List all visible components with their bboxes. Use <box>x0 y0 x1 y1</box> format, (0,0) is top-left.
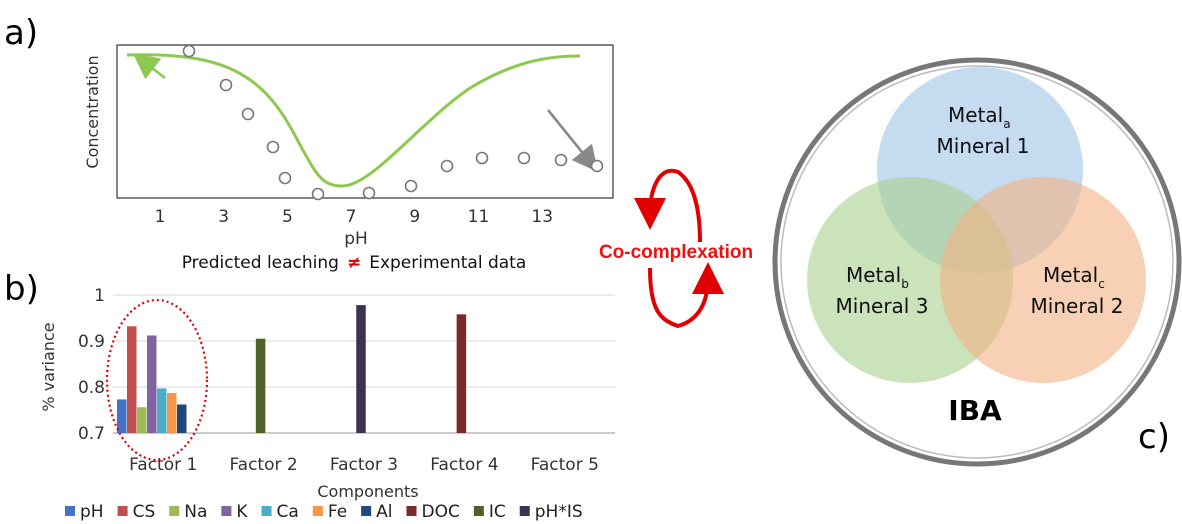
panel-a: Concentration 1 3 5 7 9 11 13 pH Predicted lea… <box>83 44 614 273</box>
chart-x-label: Components <box>317 482 418 501</box>
gray-arrow <box>546 109 599 173</box>
predicted-curve <box>126 53 581 188</box>
chart-legend: pH CS Na K Ca Fe Al DOC IC pH*IS <box>65 502 583 522</box>
data-point <box>362 186 376 200</box>
data-point <box>266 140 280 154</box>
bar-ph-factor1 <box>117 399 127 433</box>
bar-na-factor1 <box>137 407 147 433</box>
panel-a-x-tick: 11 <box>468 207 490 227</box>
venn-b-metal: Metalb <box>846 263 909 291</box>
panel-a-x-label: pH <box>344 229 368 249</box>
legend-swatch <box>261 506 272 516</box>
bar-al-factor1 <box>177 404 187 433</box>
legend-label: Ca <box>277 502 299 522</box>
green-arrow <box>132 53 166 80</box>
data-point <box>241 107 255 121</box>
co-complexation-label: Co-complexation <box>599 242 753 263</box>
panel-a-x-ticks: 1 3 5 7 9 11 13 <box>155 207 553 227</box>
legend-label: pH <box>80 502 104 522</box>
bar-ca-factor1 <box>157 388 167 433</box>
venn-a-mineral: Mineral 1 <box>937 134 1030 158</box>
bar-phis-factor3 <box>356 305 366 433</box>
chart-x-ticks: Factor 1 Factor 2 Factor 3 Factor 4 Factor 5 <box>129 455 599 475</box>
y-tick-label: 0.9 <box>78 332 105 352</box>
outer-circle <box>772 57 1182 467</box>
legend-swatch <box>361 506 372 516</box>
legend-swatch <box>65 506 75 516</box>
venn-b-mineral: Mineral 3 <box>836 294 929 318</box>
bar-doc-factor4 <box>456 314 467 433</box>
x-tick-label: Factor 5 <box>531 455 599 475</box>
panel-a-x-tick: 7 <box>346 207 357 227</box>
chart-y-label: % variance <box>39 322 58 411</box>
legend-swatch <box>312 506 323 516</box>
factor1-highlight-ellipse <box>105 298 209 462</box>
panel-a-x-tick: 3 <box>218 207 229 227</box>
venn-circle-c <box>940 177 1146 383</box>
panel-a-frame <box>116 44 614 199</box>
data-point <box>554 153 568 167</box>
data-point <box>440 159 454 173</box>
x-tick-label: Factor 4 <box>430 455 498 475</box>
venn-c-mineral: Mineral 2 <box>1031 294 1124 318</box>
y-tick-label: 1 <box>94 286 105 306</box>
legend-label: Al <box>376 502 392 522</box>
x-tick-label: Factor 2 <box>229 455 297 475</box>
panel-c: Metala Mineral 1 Metalb Mineral 3 Metalc… <box>772 57 1182 467</box>
panel-a-y-label: Concentration <box>83 55 102 168</box>
legend-swatch <box>406 506 417 516</box>
legend-swatch <box>221 506 232 516</box>
caption-left: Predicted leaching <box>182 253 339 273</box>
data-point <box>311 187 325 201</box>
panel-a-caption: Predicted leaching ≠ Experimental data <box>182 253 527 273</box>
legend-label: Na <box>184 502 207 522</box>
data-point <box>517 151 531 165</box>
x-tick-label: Factor 3 <box>330 455 398 475</box>
bar-ic-factor2 <box>255 338 266 433</box>
data-point <box>182 44 196 58</box>
venn-a-metal: Metala <box>948 103 1011 131</box>
legend-swatch <box>473 506 484 516</box>
legend-swatch <box>519 506 530 516</box>
y-tick-label: 0.8 <box>78 378 105 398</box>
legend-label: CS <box>133 502 156 522</box>
x-tick-label: Factor 1 <box>129 455 197 475</box>
data-point <box>404 179 418 193</box>
data-point <box>219 78 233 92</box>
data-point <box>278 171 292 185</box>
outer-circle-inner-ring <box>780 65 1174 459</box>
chart-bars <box>117 305 467 433</box>
panel-label-a: a) <box>4 13 38 53</box>
bar-cs-factor1 <box>127 326 137 433</box>
legend-label: pH*IS <box>535 502 583 522</box>
panel-a-x-tick: 9 <box>409 207 420 227</box>
cycle-arrow-bottom <box>648 262 724 329</box>
y-tick-label: 0.7 <box>78 424 105 444</box>
chart-y-ticks: 0.7 0.8 0.9 1 <box>78 286 105 444</box>
legend-label: DOC <box>422 502 460 522</box>
experimental-points <box>182 44 604 201</box>
iba-label: IBA <box>948 394 1002 427</box>
legend-swatch <box>117 506 128 516</box>
legend-label: IC <box>489 502 506 522</box>
panel-b: % variance 0.70.80.91 Factor 1 Factor 2 Fa… <box>39 286 615 522</box>
bar-fe-factor1 <box>167 392 177 433</box>
panel-a-x-tick: 5 <box>282 207 293 227</box>
panel-a-x-tick: 13 <box>531 207 553 227</box>
bar-k-factor1 <box>147 335 157 433</box>
legend-label: K <box>236 502 248 522</box>
venn-c-metal: Metalc <box>1043 263 1105 291</box>
caption-not-equal: ≠ <box>347 253 361 273</box>
panel-label-b: b) <box>4 269 39 309</box>
cycle-arrow-top <box>634 168 702 243</box>
panel-label-c: c) <box>1138 417 1170 457</box>
panel-a-x-tick: 1 <box>155 207 166 227</box>
caption-right: Experimental data <box>369 253 526 273</box>
co-complexation: Co-complexation <box>597 168 755 329</box>
legend-swatch <box>169 506 180 516</box>
legend-label: Fe <box>328 502 347 522</box>
data-point <box>475 151 489 165</box>
data-point <box>590 159 604 173</box>
